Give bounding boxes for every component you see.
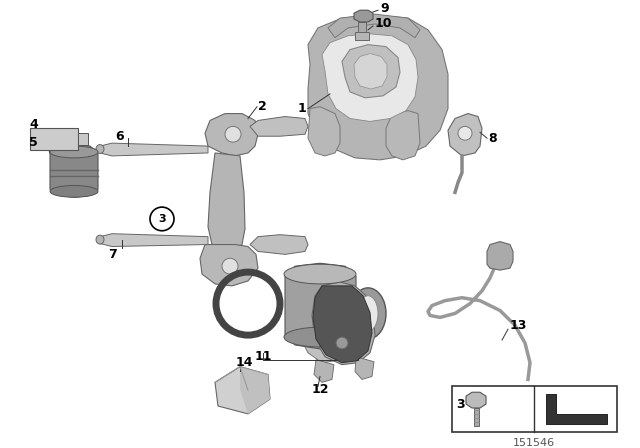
Ellipse shape <box>96 235 104 244</box>
Text: 3: 3 <box>456 398 465 411</box>
Text: 11: 11 <box>255 350 273 363</box>
Text: 8: 8 <box>488 132 497 145</box>
Text: 5: 5 <box>29 136 38 149</box>
Polygon shape <box>100 234 208 246</box>
Polygon shape <box>308 15 448 160</box>
Text: 14: 14 <box>236 356 253 369</box>
Polygon shape <box>205 114 258 156</box>
Polygon shape <box>50 144 98 197</box>
Polygon shape <box>546 394 607 424</box>
Polygon shape <box>240 366 270 414</box>
Polygon shape <box>328 14 420 38</box>
Polygon shape <box>487 241 513 270</box>
FancyBboxPatch shape <box>358 22 366 32</box>
Ellipse shape <box>284 264 356 284</box>
Text: 3: 3 <box>158 214 166 224</box>
FancyBboxPatch shape <box>355 32 369 40</box>
Polygon shape <box>250 116 308 136</box>
Polygon shape <box>386 111 420 160</box>
Polygon shape <box>100 143 208 156</box>
Text: 151546: 151546 <box>513 439 555 448</box>
FancyBboxPatch shape <box>474 408 479 426</box>
FancyBboxPatch shape <box>78 133 88 145</box>
Polygon shape <box>308 107 340 156</box>
Ellipse shape <box>350 288 386 339</box>
Text: 9: 9 <box>380 2 388 15</box>
Polygon shape <box>250 235 308 254</box>
Polygon shape <box>296 291 344 363</box>
Polygon shape <box>355 357 374 379</box>
Polygon shape <box>322 34 418 121</box>
Ellipse shape <box>358 296 378 331</box>
Text: 4: 4 <box>29 118 38 131</box>
Text: 12: 12 <box>312 383 330 396</box>
Text: 1: 1 <box>298 102 307 115</box>
Polygon shape <box>354 53 387 89</box>
Text: 6: 6 <box>115 130 124 143</box>
Circle shape <box>336 337 348 349</box>
Polygon shape <box>215 366 270 414</box>
Ellipse shape <box>50 146 98 158</box>
Polygon shape <box>448 114 482 156</box>
Polygon shape <box>354 10 373 22</box>
FancyBboxPatch shape <box>30 128 78 150</box>
Ellipse shape <box>50 185 98 197</box>
Polygon shape <box>208 153 245 251</box>
Circle shape <box>222 258 238 274</box>
Polygon shape <box>200 245 258 286</box>
Polygon shape <box>466 392 486 408</box>
Polygon shape <box>313 286 372 363</box>
Text: 10: 10 <box>375 17 392 30</box>
Text: 13: 13 <box>510 319 527 332</box>
Polygon shape <box>314 360 334 383</box>
Circle shape <box>225 126 241 142</box>
Polygon shape <box>285 263 356 349</box>
Polygon shape <box>312 282 375 365</box>
FancyBboxPatch shape <box>452 386 617 431</box>
Polygon shape <box>342 45 400 98</box>
Text: 2: 2 <box>258 100 267 113</box>
Circle shape <box>458 126 472 140</box>
Ellipse shape <box>96 145 104 154</box>
Ellipse shape <box>284 327 356 347</box>
Text: 7: 7 <box>108 248 116 261</box>
